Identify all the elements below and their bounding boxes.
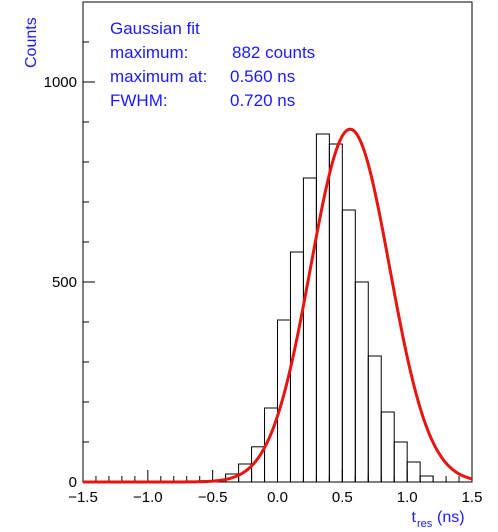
y-tick-label: 500	[52, 274, 77, 291]
histogram-bin	[328, 143, 343, 483]
x-tick-label: −1.0	[133, 489, 163, 506]
x-axis-label: t	[412, 509, 417, 526]
x-tick-label: −1.5	[68, 489, 98, 506]
histogram-bin	[393, 441, 408, 483]
y-tick-label: 0	[69, 474, 77, 491]
annotation-maxat-value: 0.560 ns	[230, 67, 295, 86]
annotation-fwhm-label: FWHM:	[110, 91, 168, 110]
x-tick-label: 0.5	[332, 489, 353, 506]
x-tick-label: 1.0	[397, 489, 418, 506]
x-axis-label-unit: (ns)	[437, 509, 465, 526]
x-axis-label-sub: res	[417, 518, 433, 530]
histogram-bin	[406, 461, 421, 483]
annotation-fwhm-value: 0.720 ns	[230, 91, 295, 110]
gaussian-fit-curve	[83, 127, 473, 484]
annotation-max-label: maximum:	[110, 43, 188, 62]
y-tick-label: 1000	[44, 74, 77, 91]
histogram-bin	[380, 411, 395, 483]
annotation-max-value: 882 counts	[232, 43, 315, 62]
histogram-bin	[354, 281, 369, 483]
x-tick-label: 1.5	[462, 489, 483, 506]
histogram-bin	[341, 209, 356, 483]
y-axis-label: Counts	[23, 17, 40, 68]
histogram-bin	[277, 319, 291, 483]
fit-annotation: Gaussian fit maximum: 882 counts maximum…	[110, 19, 315, 110]
histogram-bin	[367, 355, 382, 483]
annotation-maxat-label: maximum at:	[110, 67, 207, 86]
x-tick-label: −0.5	[198, 489, 228, 506]
histogram-bin	[419, 475, 434, 483]
histogram-bin	[289, 251, 304, 483]
tick-labels: −1.5 −1.0 −0.5 0.0 0.5 1.0 1.5 0 500 1000	[44, 74, 483, 506]
histogram-bin	[302, 177, 317, 483]
x-axis-label-main: t	[412, 509, 417, 526]
x-tick-label: 0.0	[267, 489, 288, 506]
annotation-title: Gaussian fit	[110, 19, 200, 38]
